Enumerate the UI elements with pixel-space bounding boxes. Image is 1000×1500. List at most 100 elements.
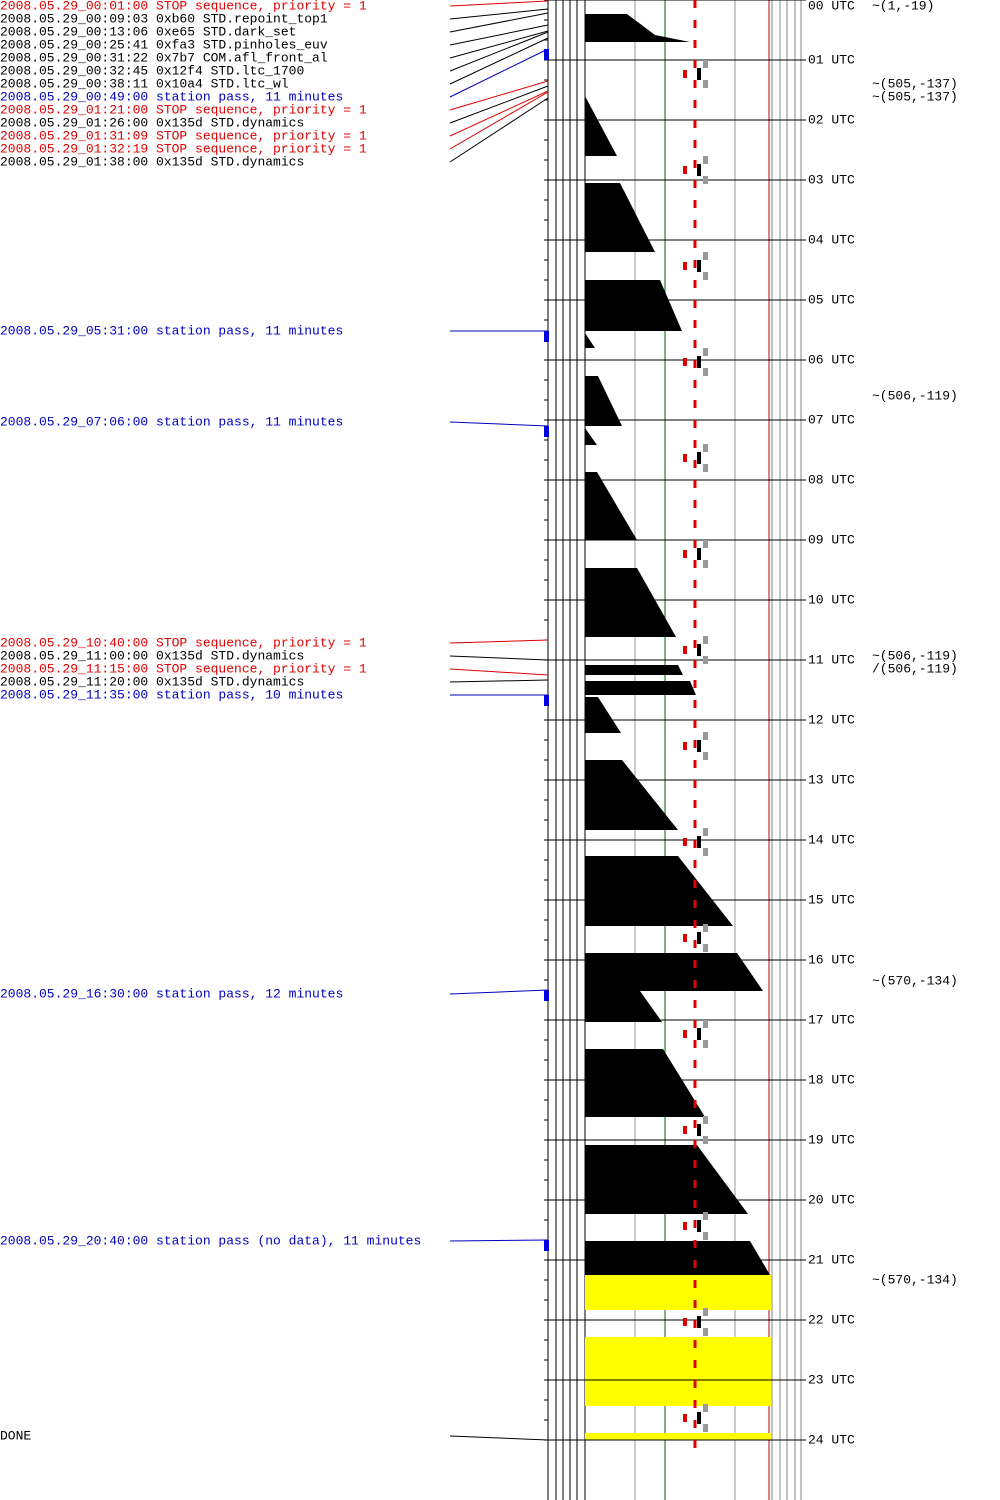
event-text: 2008.05.29_00:09:03 0xb60 STD.repoint_to… — [0, 11, 328, 26]
marker-gray — [703, 944, 708, 952]
marker-red — [683, 646, 687, 654]
marker-black — [697, 1124, 701, 1136]
event-text: 2008.05.29_01:32:19 STOP sequence, prior… — [0, 141, 367, 156]
marker-gray — [703, 1212, 708, 1220]
marker-black — [697, 1412, 701, 1424]
marker-red — [683, 550, 687, 558]
hour-label: 01 UTC — [808, 52, 855, 67]
marker-black — [697, 932, 701, 944]
annotation: ~(505,-137) — [872, 76, 958, 91]
station-pass-marker — [544, 426, 549, 437]
hour-label: 24 UTC — [808, 1432, 855, 1447]
marker-black — [697, 1028, 701, 1040]
hour-label: 13 UTC — [808, 772, 855, 787]
marker-gray — [703, 1136, 708, 1144]
marker-gray — [703, 752, 708, 760]
hour-label: 14 UTC — [808, 832, 855, 847]
marker-red — [683, 838, 687, 846]
activity-block — [585, 183, 655, 252]
hour-label: 20 UTC — [808, 1192, 855, 1207]
marker-red — [683, 1414, 687, 1422]
event-connector — [449, 12, 549, 33]
annotation: ~(1,-19) — [872, 0, 934, 13]
annotation: ~(570,-134) — [872, 973, 958, 988]
marker-gray — [703, 1424, 708, 1432]
event-connector — [449, 679, 549, 683]
activity-block — [585, 1241, 770, 1275]
event-text: 2008.05.29_00:01:00 STOP sequence, prior… — [0, 0, 367, 13]
hour-label: 07 UTC — [808, 412, 855, 427]
marker-gray — [703, 348, 708, 356]
event-text: 2008.05.29_01:38:00 0x135d STD.dynamics — [0, 154, 304, 169]
event-text: 2008.05.29_00:25:41 0xfa3 STD.pinholes_e… — [0, 37, 328, 52]
event-text: 2008.05.29_11:35:00 station pass, 10 min… — [0, 687, 343, 702]
activity-block — [585, 953, 763, 1022]
marker-red — [683, 1126, 687, 1134]
event-connector — [449, 1239, 549, 1242]
marker-black — [697, 548, 701, 560]
hour-label: 17 UTC — [808, 1012, 855, 1027]
marker-red — [683, 262, 687, 270]
marker-gray — [703, 272, 708, 280]
marker-black — [697, 260, 701, 272]
station-pass-marker — [544, 331, 549, 342]
marker-gray — [703, 444, 708, 452]
event-connector — [449, 80, 549, 111]
event-text: 2008.05.29_11:15:00 STOP sequence, prior… — [0, 661, 367, 676]
hour-label: 22 UTC — [808, 1312, 855, 1327]
marker-gray — [703, 656, 708, 664]
activity-block — [585, 1049, 705, 1117]
hour-label: 05 UTC — [808, 292, 855, 307]
marker-gray — [703, 848, 708, 856]
activity-block — [585, 856, 733, 926]
annotation: ~(506,-119) — [872, 388, 958, 403]
yellow-block — [585, 1275, 771, 1310]
activity-block — [585, 428, 597, 445]
event-connector — [449, 639, 549, 644]
activity-block — [585, 14, 690, 42]
event-text: 2008.05.29_10:40:00 STOP sequence, prior… — [0, 635, 367, 650]
marker-red — [683, 166, 687, 174]
marker-red — [683, 934, 687, 942]
marker-gray — [703, 1040, 708, 1048]
event-text: 2008.05.29_16:30:00 station pass, 12 min… — [0, 986, 343, 1001]
activity-block — [585, 280, 682, 331]
station-pass-marker — [544, 990, 549, 1001]
event-text: 2008.05.29_07:06:00 station pass, 11 min… — [0, 414, 343, 429]
marker-gray — [703, 176, 708, 184]
marker-gray — [703, 828, 708, 836]
activity-block — [585, 760, 678, 830]
event-text: 2008.05.29_11:00:00 0x135d STD.dynamics — [0, 648, 304, 663]
event-text: 2008.05.29_00:49:00 station pass, 11 min… — [0, 89, 343, 104]
event-text: 2008.05.29_05:31:00 station pass, 11 min… — [0, 323, 343, 338]
event-connector — [449, 31, 549, 72]
marker-red — [683, 70, 687, 78]
hour-label: 10 UTC — [808, 592, 855, 607]
marker-red — [683, 358, 687, 366]
hour-label: 08 UTC — [808, 472, 855, 487]
hour-label: 06 UTC — [808, 352, 855, 367]
event-text: 2008.05.29_01:21:00 STOP sequence, prior… — [0, 102, 367, 117]
station-pass-marker — [544, 1240, 549, 1251]
activity-block — [585, 96, 617, 156]
marker-gray — [703, 60, 708, 68]
marker-gray — [703, 368, 708, 376]
annotation: /(506,-119) — [872, 661, 958, 676]
hour-label: 11 UTC — [808, 652, 855, 667]
marker-black — [697, 1316, 701, 1328]
marker-black — [697, 1220, 701, 1232]
event-connector — [449, 24, 549, 46]
marker-black — [697, 356, 701, 368]
event-connector — [449, 85, 549, 124]
event-text: 2008.05.29_00:38:11 0x10a4 STD.ltc_wl — [0, 76, 289, 91]
event-connector — [449, 30, 549, 59]
event-connector — [449, 37, 549, 85]
marker-red — [683, 1222, 687, 1230]
hour-label: 23 UTC — [808, 1372, 855, 1387]
marker-gray — [703, 1308, 708, 1316]
marker-gray — [703, 1328, 708, 1336]
activity-block — [585, 697, 621, 733]
event-connector — [449, 421, 549, 427]
station-pass-marker — [544, 695, 549, 706]
